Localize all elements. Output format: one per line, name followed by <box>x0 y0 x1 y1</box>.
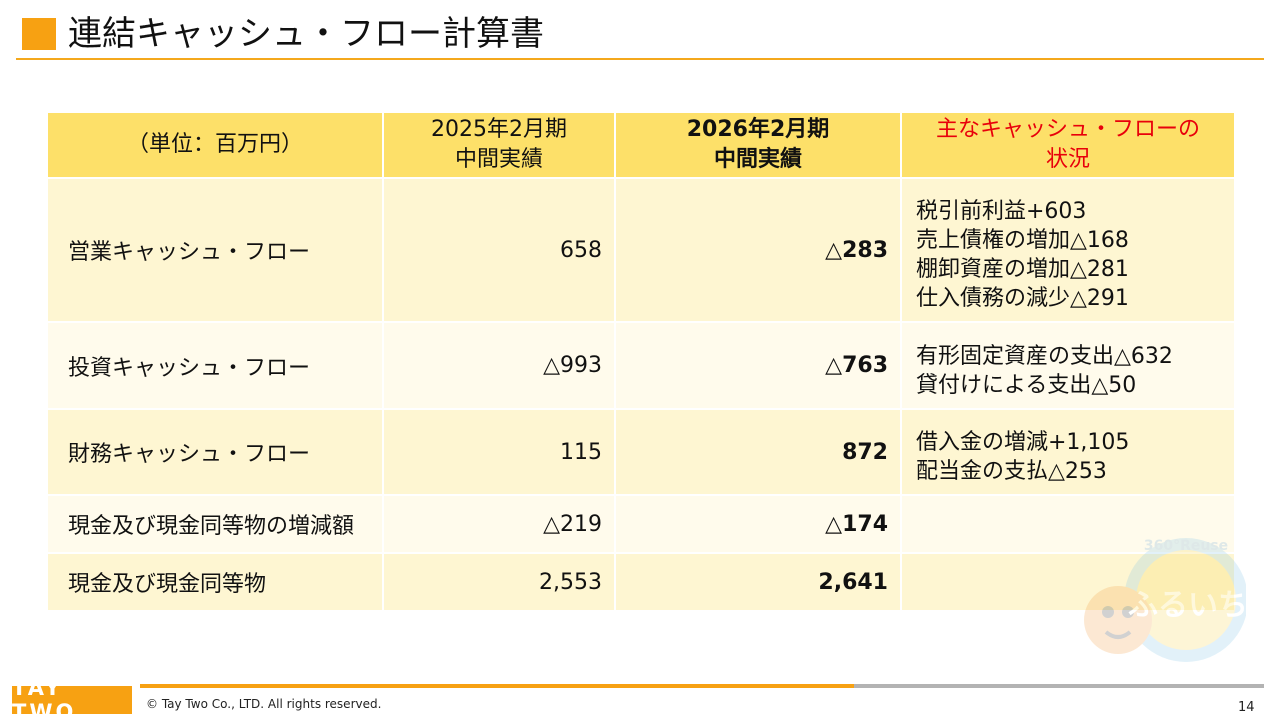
title-square-icon <box>22 18 56 50</box>
note-line: 配当金の支払△253 <box>916 459 1107 484</box>
note-line: 売上債権の増加△168 <box>916 228 1129 253</box>
current-value: △763 <box>614 321 902 410</box>
row-notes: 借入金の増減+1,105 配当金の支払△253 <box>900 408 1236 496</box>
note-line: 棚卸資産の増加△281 <box>916 257 1129 282</box>
note-line: 税引前利益+603 <box>916 199 1087 224</box>
page-title: 連結キャッシュ・フロー計算書 <box>68 14 544 54</box>
prev-period-header: 2025年2月期 中間実績 <box>382 111 616 179</box>
row-notes: 有形固定資産の支出△632 貸付けによる支出△50 <box>900 321 1236 410</box>
watermark-text-top: 360°Reuse <box>1144 538 1228 554</box>
title-bar: 連結キャッシュ・フロー計算書 <box>22 8 1264 58</box>
table-row-investing: 投資キャッシュ・フロー △993 △763 有形固定資産の支出△632 貸付けに… <box>46 321 1236 410</box>
company-logo: TAY TWO <box>12 676 132 720</box>
unit-header: （単位：百万円） <box>46 111 384 179</box>
cash-flow-table: （単位：百万円） 2025年2月期 中間実績 2026年2月期 中間実績 主なキ… <box>46 111 1236 612</box>
note-line: 有形固定資産の支出△632 <box>916 343 1173 369</box>
note-line: 仕入債務の減少△291 <box>916 286 1129 311</box>
notes-header: 主なキャッシュ・フローの 状況 <box>900 111 1236 179</box>
row-label: 営業キャッシュ・フロー <box>46 177 384 323</box>
prev-value: 2,553 <box>382 552 616 612</box>
table-row-cash-balance: 現金及び現金同等物 2,553 2,641 <box>46 552 1236 612</box>
current-period-header: 2026年2月期 中間実績 <box>614 111 902 179</box>
logo-text: TAY TWO <box>12 676 77 720</box>
row-label: 財務キャッシュ・フロー <box>46 408 384 496</box>
title-divider <box>16 58 1264 60</box>
current-value: △174 <box>614 494 902 554</box>
note-line: 貸付けによる支出△50 <box>916 372 1137 398</box>
table-row-operating: 営業キャッシュ・フロー 658 △283 税引前利益+603 売上債権の増加△1… <box>46 177 1236 323</box>
mascot-watermark-icon: 360°Reuse ふるいち <box>1084 538 1246 662</box>
prev-value: △219 <box>382 494 616 554</box>
row-label: 現金及び現金同等物の増減額 <box>46 494 384 554</box>
row-notes: 税引前利益+603 売上債権の増加△168 棚卸資産の増加△281 仕入債務の減… <box>900 177 1236 323</box>
current-value: △283 <box>614 177 902 323</box>
table-row-net-change: 現金及び現金同等物の増減額 △219 △174 <box>46 494 1236 554</box>
current-value: 872 <box>614 408 902 496</box>
watermark-text-main: ふるいち <box>1128 588 1246 623</box>
row-label: 現金及び現金同等物 <box>46 552 384 612</box>
prev-value: △993 <box>382 321 616 410</box>
table-row-financing: 財務キャッシュ・フロー 115 872 借入金の増減+1,105 配当金の支払△… <box>46 408 1236 496</box>
prev-value: 658 <box>382 177 616 323</box>
page-number: 14 <box>1238 700 1255 715</box>
prev-value: 115 <box>382 408 616 496</box>
row-label: 投資キャッシュ・フロー <box>46 321 384 410</box>
row-notes-empty <box>900 494 1236 554</box>
table-header-row: （単位：百万円） 2025年2月期 中間実績 2026年2月期 中間実績 主なキ… <box>46 111 1236 179</box>
footer-rule-orange <box>140 684 854 688</box>
current-value: 2,641 <box>614 552 902 612</box>
row-notes-empty <box>900 552 1236 612</box>
note-line: 借入金の増減+1,105 <box>916 430 1130 455</box>
copyright-text: © Tay Two Co., LTD. All rights reserved. <box>146 697 382 711</box>
